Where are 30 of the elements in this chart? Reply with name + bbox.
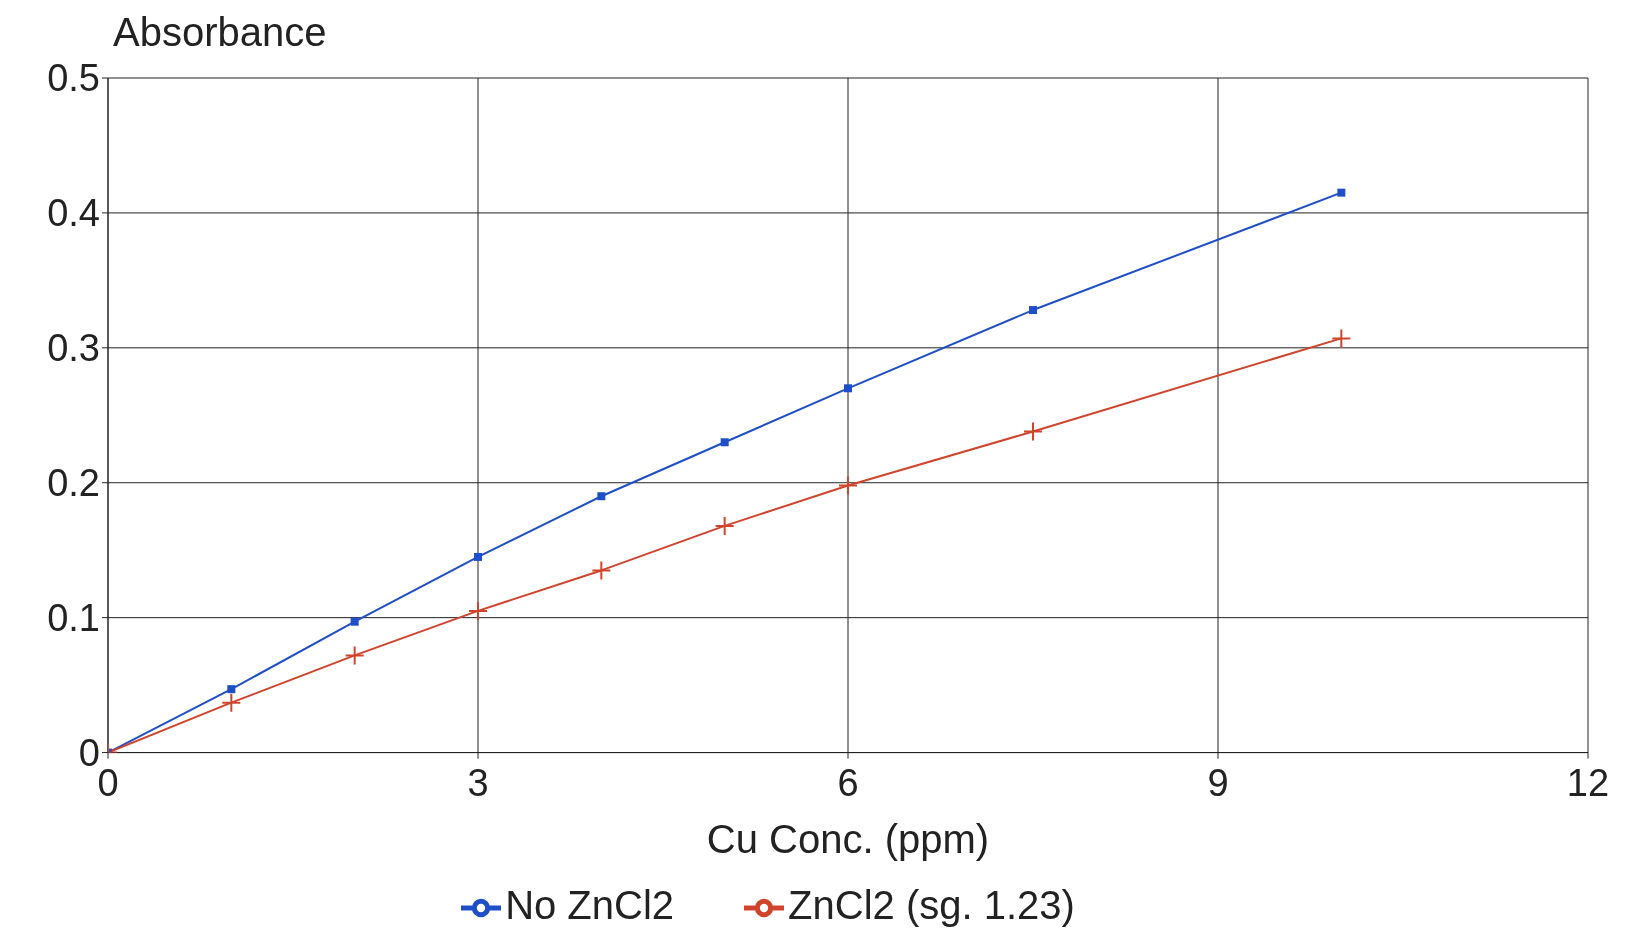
y-axis-title: Absorbance <box>113 10 327 55</box>
point <box>844 384 852 393</box>
x-tick-label: 6 <box>837 761 859 804</box>
y-tick-label: 0 <box>78 732 100 775</box>
x-tick-label: 9 <box>1207 761 1229 804</box>
y-tick-label: 0.5 <box>47 57 100 100</box>
point <box>1023 421 1043 442</box>
point <box>344 645 365 666</box>
x-tick-label: 3 <box>467 761 489 804</box>
y-tick-label: 0.1 <box>47 597 100 640</box>
point <box>474 552 482 561</box>
point <box>468 600 488 621</box>
point <box>597 492 606 501</box>
point <box>1337 188 1346 197</box>
point <box>838 475 858 496</box>
point <box>591 560 612 581</box>
point <box>350 617 359 626</box>
point <box>714 515 735 536</box>
point <box>1029 306 1037 315</box>
legend-label: No ZnCl2 <box>505 882 675 927</box>
x-tick-label: 12 <box>1566 761 1610 804</box>
y-tick-label: 0.3 <box>47 327 100 370</box>
y-tick-label: 0.4 <box>47 192 100 235</box>
point <box>221 692 242 713</box>
x-axis-title: Cu Conc. (ppm) <box>706 816 990 861</box>
y-tick-label: 0.2 <box>47 462 100 505</box>
point <box>227 685 236 694</box>
point <box>720 438 729 447</box>
point <box>1331 328 1352 349</box>
legend-label: ZnCl2 (sg. 1.23) <box>788 882 1075 927</box>
